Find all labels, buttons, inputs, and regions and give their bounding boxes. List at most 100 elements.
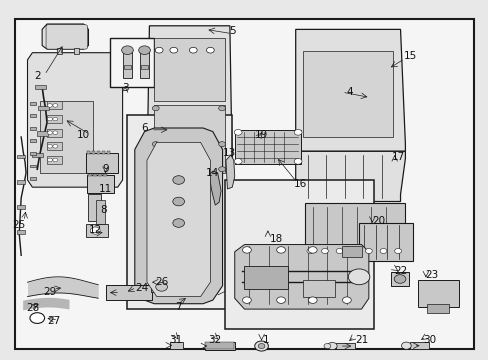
- Circle shape: [379, 248, 386, 253]
- Text: 23: 23: [425, 270, 438, 280]
- Circle shape: [122, 46, 133, 54]
- Circle shape: [155, 47, 163, 53]
- Circle shape: [350, 248, 357, 253]
- Circle shape: [308, 297, 317, 303]
- Circle shape: [172, 197, 184, 206]
- Bar: [141, 65, 148, 69]
- Bar: [47, 115, 61, 123]
- Polygon shape: [135, 128, 222, 304]
- Text: 6: 6: [141, 123, 147, 133]
- Text: 20: 20: [371, 216, 385, 226]
- Bar: [154, 39, 224, 101]
- Bar: [110, 39, 154, 87]
- Text: 3: 3: [122, 83, 128, 93]
- Circle shape: [218, 167, 225, 172]
- Circle shape: [53, 158, 58, 162]
- Bar: [205, 342, 233, 349]
- Bar: [224, 180, 373, 329]
- Circle shape: [294, 130, 302, 135]
- Circle shape: [47, 104, 52, 107]
- Bar: [92, 151, 95, 154]
- Bar: [358, 223, 412, 261]
- Circle shape: [258, 343, 264, 348]
- Circle shape: [254, 341, 268, 351]
- Text: 2: 2: [34, 71, 41, 81]
- Text: 22: 22: [393, 266, 407, 276]
- Polygon shape: [147, 26, 232, 185]
- Circle shape: [306, 248, 313, 253]
- Circle shape: [393, 275, 405, 283]
- Bar: [417, 280, 458, 307]
- Circle shape: [53, 104, 58, 107]
- Polygon shape: [27, 53, 122, 187]
- Circle shape: [53, 144, 58, 148]
- Bar: [93, 174, 97, 176]
- Text: 15: 15: [403, 51, 416, 61]
- Text: 32: 32: [208, 334, 222, 345]
- Bar: [390, 272, 408, 286]
- Bar: [30, 139, 36, 142]
- Bar: [57, 48, 61, 54]
- Bar: [17, 205, 25, 209]
- Bar: [17, 180, 25, 184]
- Circle shape: [276, 247, 285, 253]
- Bar: [30, 152, 36, 155]
- Bar: [151, 282, 167, 292]
- Circle shape: [242, 297, 251, 303]
- Circle shape: [53, 131, 58, 134]
- Bar: [154, 105, 224, 173]
- Bar: [341, 246, 361, 257]
- Polygon shape: [295, 151, 405, 202]
- Bar: [74, 48, 79, 54]
- Circle shape: [47, 131, 52, 134]
- Bar: [32, 153, 43, 157]
- Bar: [40, 101, 93, 173]
- Circle shape: [365, 248, 371, 253]
- Bar: [122, 51, 132, 78]
- Circle shape: [294, 158, 302, 164]
- Bar: [47, 102, 61, 109]
- Bar: [102, 151, 105, 154]
- Bar: [103, 174, 106, 176]
- Text: 17: 17: [391, 152, 404, 162]
- Bar: [87, 151, 90, 154]
- Text: 10: 10: [77, 130, 90, 140]
- Bar: [17, 155, 25, 158]
- Text: 26: 26: [155, 277, 168, 287]
- Circle shape: [218, 106, 225, 111]
- Circle shape: [401, 342, 410, 349]
- Bar: [127, 116, 232, 309]
- FancyBboxPatch shape: [46, 25, 87, 49]
- Bar: [234, 130, 300, 164]
- Bar: [47, 156, 61, 164]
- Circle shape: [324, 343, 330, 348]
- Bar: [204, 342, 234, 350]
- Circle shape: [172, 176, 184, 184]
- Text: 11: 11: [99, 184, 112, 194]
- Text: 19: 19: [254, 130, 267, 140]
- Bar: [30, 127, 36, 130]
- Bar: [47, 142, 61, 150]
- Bar: [86, 224, 108, 237]
- Text: 28: 28: [26, 303, 39, 314]
- Circle shape: [47, 144, 52, 148]
- Text: 13: 13: [223, 148, 236, 158]
- Polygon shape: [147, 142, 210, 297]
- Circle shape: [189, 47, 197, 53]
- Circle shape: [169, 47, 177, 53]
- Bar: [88, 174, 92, 176]
- Text: 18: 18: [269, 234, 282, 244]
- Circle shape: [47, 158, 52, 162]
- Polygon shape: [234, 244, 368, 309]
- Circle shape: [152, 106, 159, 111]
- Bar: [305, 203, 405, 252]
- Text: 27: 27: [48, 316, 61, 325]
- Circle shape: [347, 269, 369, 285]
- Bar: [106, 151, 110, 154]
- Bar: [30, 102, 36, 105]
- Circle shape: [327, 342, 336, 350]
- Bar: [87, 175, 114, 193]
- Circle shape: [156, 283, 167, 291]
- Bar: [335, 343, 354, 349]
- Text: 16: 16: [293, 179, 306, 189]
